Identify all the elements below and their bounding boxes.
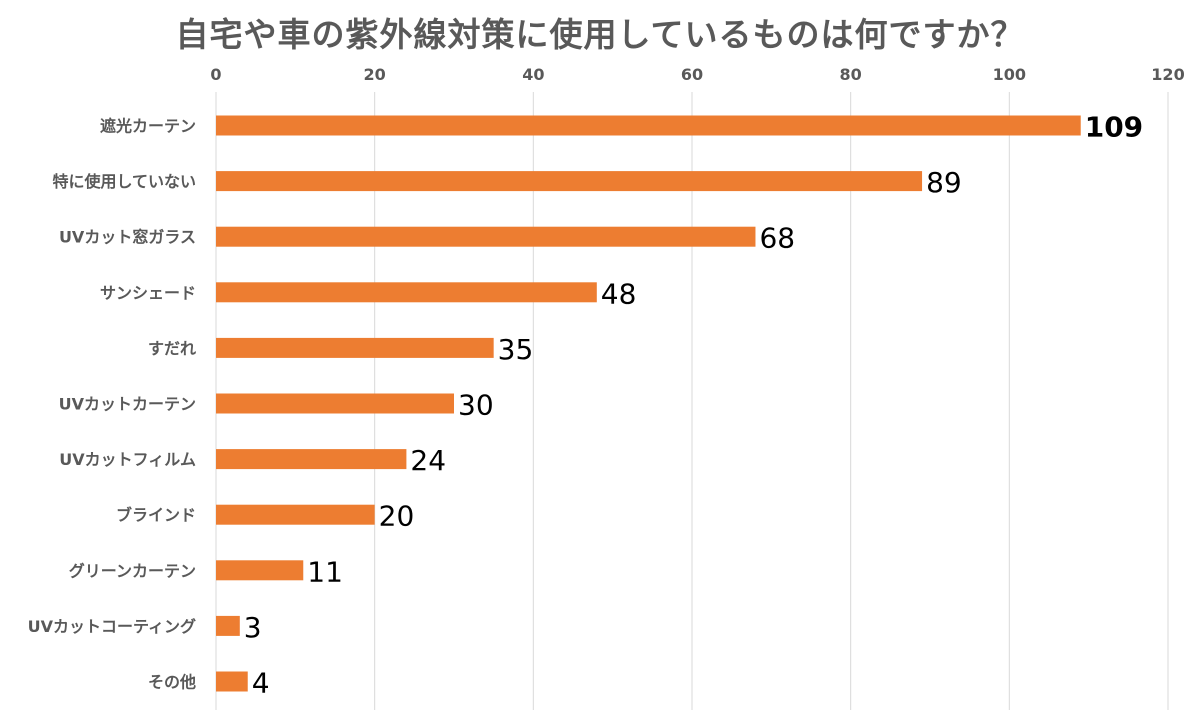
- x-tick-label: 40: [522, 65, 544, 84]
- bar: [216, 671, 248, 692]
- bar: [216, 115, 1081, 136]
- x-tick-label: 100: [993, 65, 1026, 84]
- x-tick-label: 120: [1151, 65, 1184, 84]
- data-label: 109: [1085, 111, 1143, 144]
- category-label: UVカットカーテン: [59, 395, 196, 414]
- bar: [216, 560, 304, 581]
- category-label: すだれ: [148, 339, 196, 358]
- bar: [216, 393, 454, 414]
- data-label: 89: [926, 166, 962, 199]
- category-label: 特に使用していない: [52, 172, 196, 191]
- category-label: サンシェード: [100, 283, 196, 302]
- data-label: 3: [244, 611, 262, 644]
- x-tick-label: 80: [840, 65, 862, 84]
- bar: [216, 615, 240, 636]
- bar: [216, 449, 407, 470]
- category-label: UVカットコーティング: [28, 617, 196, 636]
- bar: [216, 226, 756, 247]
- category-label: UVカットフィルム: [59, 450, 196, 469]
- bar: [216, 282, 597, 303]
- bar: [216, 171, 923, 192]
- category-label: ブラインド: [116, 506, 196, 525]
- category-label: グリーンカーテン: [69, 561, 196, 580]
- data-label: 4: [252, 667, 270, 700]
- bar: [216, 337, 494, 358]
- data-label: 30: [458, 389, 494, 422]
- chart-title: 自宅や車の紫外線対策に使用しているものは何ですか？: [175, 15, 1025, 54]
- data-label: 24: [410, 444, 446, 477]
- category-label: UVカット窓ガラス: [59, 228, 196, 247]
- category-label: 遮光カーテン: [100, 117, 196, 136]
- data-label: 20: [379, 500, 415, 533]
- x-tick-label: 20: [364, 65, 386, 84]
- data-label: 48: [601, 277, 637, 310]
- data-label: 11: [307, 555, 343, 588]
- category-label: その他: [148, 673, 196, 692]
- data-label: 68: [759, 222, 795, 255]
- x-tick-label: 60: [681, 65, 703, 84]
- data-label: 35: [498, 333, 534, 366]
- bar: [216, 504, 375, 525]
- x-tick-label: 0: [210, 65, 221, 84]
